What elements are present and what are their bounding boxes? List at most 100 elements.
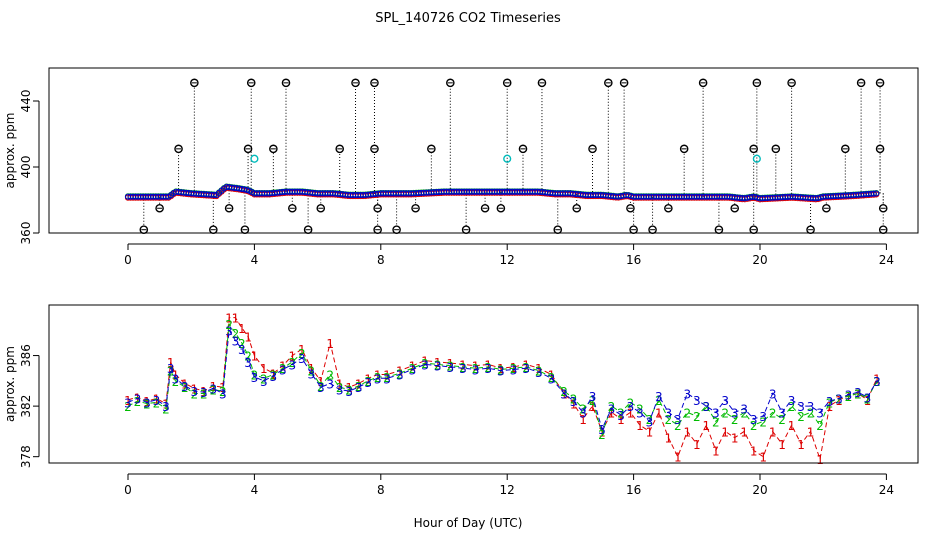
series-1-point: 1: [873, 372, 881, 386]
series-1-point: 1: [244, 331, 252, 345]
series-2-point: 2: [646, 413, 654, 427]
x-tick-label: 8: [377, 483, 385, 497]
top-panel-ylabel: approx. ppm: [3, 113, 17, 189]
series-1-point: 1: [191, 382, 199, 396]
series-2-point: 2: [209, 384, 217, 398]
series-2-point: 2: [317, 380, 325, 394]
series-1-point: 1: [683, 425, 691, 439]
series-3-point: 3: [459, 362, 467, 376]
series-3-point: 3: [845, 389, 853, 403]
series-3-point: 3: [740, 403, 748, 417]
series-2-point: 2: [200, 387, 208, 401]
series-2-point: 2: [191, 387, 199, 401]
series-3-point: 3: [200, 386, 208, 400]
series-2-point: 2: [510, 362, 518, 376]
series-3-point: 3: [864, 391, 872, 405]
series-2-point: 2: [307, 365, 315, 379]
series-3-point: 3: [522, 362, 530, 376]
series-3-point: 3: [396, 369, 404, 383]
series-1-point: 1: [225, 312, 233, 326]
series-3-point: 3: [646, 415, 654, 429]
series-1-point: 1: [608, 406, 616, 420]
series-3-point: 3: [383, 372, 391, 386]
series-3-point: 3: [172, 372, 180, 386]
series-3-point: 3: [589, 390, 597, 404]
series-1-point: 1: [674, 451, 682, 465]
series-2-point: 2: [683, 406, 691, 420]
series-1-point: 1: [484, 358, 492, 372]
series-1-point: 1: [570, 398, 578, 412]
series-1-point: 1: [153, 393, 161, 407]
series-2-point: 2: [702, 400, 710, 414]
series-3-point: 3: [251, 371, 259, 385]
series-1-point: 1: [778, 438, 786, 452]
series-2-point: 2: [124, 400, 132, 414]
bottom-panel-ylabel: approx. ppm: [3, 346, 17, 422]
series-1-point: 1: [665, 432, 673, 446]
series-1-point: 1: [560, 387, 568, 401]
series-1-point: 1: [260, 362, 268, 376]
series-1-point: 1: [336, 377, 344, 391]
series-1-point: 1: [807, 425, 815, 439]
series-3-point: 3: [134, 393, 142, 407]
x-tick-label: 0: [124, 253, 132, 267]
series-2-point: 2: [238, 337, 246, 351]
top-panel-frame: [48, 67, 919, 234]
series-2-point: 2: [873, 375, 881, 389]
series-1-point: 1: [459, 358, 467, 372]
series-1-point: 1: [326, 337, 334, 351]
series-1-point: 1: [721, 425, 729, 439]
series-3-point: 3: [244, 356, 252, 370]
series-2-point: 2: [750, 419, 758, 433]
series-3-point: 3: [721, 394, 729, 408]
series-3-point: 3: [124, 396, 132, 410]
series-3-point: 3: [232, 334, 240, 348]
series-1-point: 1: [472, 360, 480, 374]
series-1-point: 1: [548, 369, 556, 383]
series-3-point: 3: [191, 385, 199, 399]
series-2-point: 2: [835, 393, 843, 407]
series-2-point: 2: [484, 361, 492, 375]
x-tick-label: 16: [626, 483, 641, 497]
y-tick-label: 360: [19, 222, 33, 245]
series-2-point: 2: [816, 419, 824, 433]
series-2-point: 2: [731, 413, 739, 427]
series-1-point: 1: [270, 367, 278, 381]
x-tick-label: 16: [626, 253, 641, 267]
series-1-point: 1: [374, 369, 382, 383]
series-1-point: 1: [279, 360, 287, 374]
series-2-point: 2: [769, 406, 777, 420]
series-3-point: 3: [345, 385, 353, 399]
top-panel-data: [124, 78, 888, 234]
series-2-point: 2: [345, 384, 353, 398]
series-1-point: 1: [693, 438, 701, 452]
series-3-point: 3: [421, 358, 429, 372]
series-2-point: 2: [355, 380, 363, 394]
series-1-point: 1: [172, 369, 180, 383]
series-1-point: 1: [731, 432, 739, 446]
series-2-point: 2: [279, 362, 287, 376]
series-2-point: 2: [608, 400, 616, 414]
series-1-point: 1: [421, 355, 429, 369]
series-1-point: 1: [636, 419, 644, 433]
series-1-point: 1: [409, 360, 417, 374]
series-3-point: 3: [548, 372, 556, 386]
series-1-point: 1: [307, 362, 315, 376]
series-2-point: 2: [244, 350, 252, 364]
series-1-point: 1: [655, 406, 663, 420]
series-3-point: 3: [655, 390, 663, 404]
series-2-point: 2: [134, 395, 142, 409]
series-2-point: 2: [251, 369, 259, 383]
series-3-point: 3: [807, 400, 815, 414]
x-tick-label: 0: [124, 483, 132, 497]
series-3-line: [127, 328, 878, 431]
series-2-point: 2: [778, 413, 786, 427]
chart-title: SPL_140726 CO2 Timeseries: [375, 11, 561, 26]
series-2-point: 2: [627, 396, 635, 410]
series-3-point: 3: [816, 406, 824, 420]
x-tick-label: 8: [377, 253, 385, 267]
series-2-point: 2: [560, 385, 568, 399]
series-3-point: 3: [298, 352, 306, 366]
series-2-point: 2: [326, 369, 334, 383]
series-1-point: 1: [617, 413, 625, 427]
